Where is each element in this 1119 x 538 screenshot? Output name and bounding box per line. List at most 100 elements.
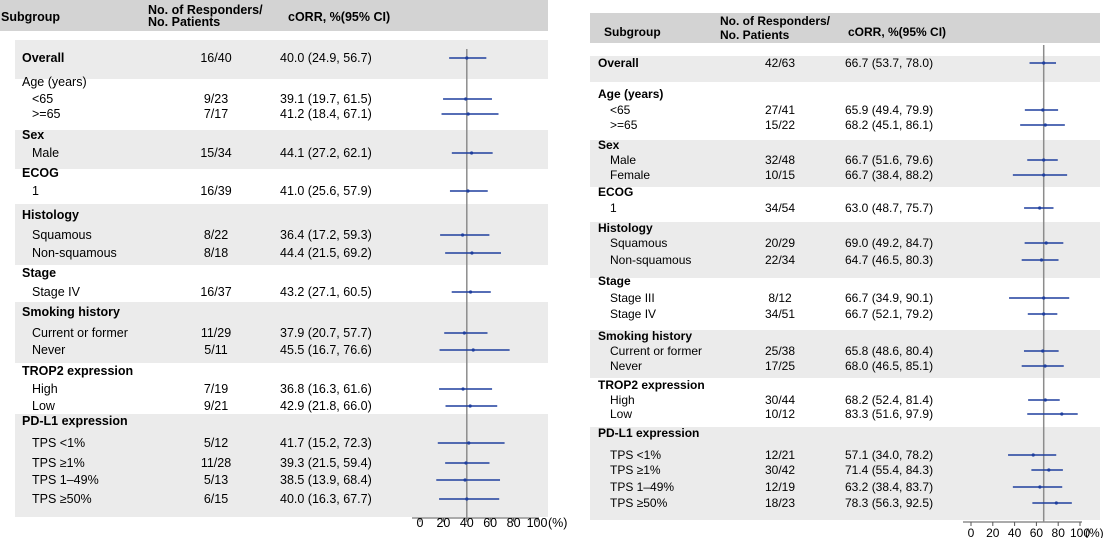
x-tick-label: 100: [1070, 526, 1090, 538]
subgroup-label: Female: [610, 168, 650, 182]
subgroup-header: ECOG: [598, 185, 633, 199]
corr-cell: 41.0 (25.6, 57.9): [280, 184, 372, 198]
subgroup-label: TPS ≥50%: [610, 496, 668, 510]
subgroup-label: TPS ≥1%: [610, 463, 661, 477]
subgroup-label: TPS <1%: [32, 436, 85, 450]
corr-cell: 36.4 (17.2, 59.3): [280, 228, 372, 242]
x-tick-label: 60: [483, 516, 497, 530]
corr-cell: 41.7 (15.2, 72.3): [280, 436, 372, 450]
row-band: [590, 140, 1100, 187]
x-tick-label: 80: [507, 516, 521, 530]
corr-cell: 66.7 (38.4, 88.2): [845, 168, 933, 182]
x-axis-unit: (%): [1085, 526, 1104, 538]
forest-plot-left: Subgroup No. of Responders/No. Patients cO…: [0, 0, 567, 530]
responders-cell: 5/11: [204, 343, 227, 357]
responders-cell: 27/41: [765, 103, 795, 117]
point-estimate: [1039, 258, 1044, 262]
subgroup-label: <65: [610, 103, 631, 117]
subgroup-header: Age (years): [598, 87, 663, 101]
subgroup-header: Overall: [22, 51, 64, 65]
corr-cell: 69.0 (49.2, 84.7): [845, 236, 933, 250]
responders-cell: 12/19: [765, 480, 795, 494]
subgroup-header: Stage: [598, 274, 631, 288]
responders-cell: 10/15: [765, 168, 795, 182]
corr-cell: 42.9 (21.8, 66.0): [280, 399, 372, 413]
point-estimate: [464, 97, 468, 101]
responders-cell: 11/29: [201, 326, 231, 340]
row-band: [590, 330, 1100, 378]
x-tick-label: 60: [1030, 526, 1044, 538]
point-estimate: [1042, 61, 1046, 65]
responders-cell: 10/12: [765, 407, 795, 421]
point-estimate: [467, 441, 471, 445]
row-band: [590, 427, 1100, 520]
responders-cell: 8/18: [204, 246, 228, 260]
subgroup-header: Age (years): [22, 75, 87, 89]
responders-cell: 15/34: [200, 146, 231, 160]
responders-cell: 12/21: [765, 448, 795, 462]
subgroup-header: Histology: [22, 208, 79, 222]
point-estimate: [1047, 468, 1051, 472]
subgroup-label: Never: [32, 343, 65, 357]
responders-cell: 30/42: [765, 463, 795, 477]
responders-cell: 6/15: [204, 492, 228, 506]
responders-cell: 20/29: [765, 236, 795, 250]
point-estimate: [470, 251, 474, 255]
corr-cell: 38.5 (13.9, 68.4): [280, 473, 372, 487]
column-header-subgroup: Subgroup: [604, 25, 661, 39]
subgroup-header: PD-L1 expression: [22, 414, 128, 428]
responders-cell: 34/54: [765, 201, 795, 215]
corr-cell: 63.2 (38.4, 83.7): [845, 480, 933, 494]
responders-cell: 16/39: [200, 184, 231, 198]
corr-cell: 66.7 (53.7, 78.0): [845, 56, 933, 70]
corr-cell: 68.0 (46.5, 85.1): [845, 359, 933, 373]
x-tick-label: 40: [1008, 526, 1022, 538]
corr-cell: 45.5 (16.7, 76.6): [280, 343, 372, 357]
subgroup-header: ECOG: [22, 166, 59, 180]
corr-cell: 66.7 (52.1, 79.2): [845, 307, 933, 321]
subgroup-label: Never: [610, 359, 642, 373]
responders-cell: 5/13: [204, 473, 228, 487]
responders-cell: 34/51: [765, 307, 795, 321]
subgroup-label: Stage IV: [32, 285, 81, 299]
subgroup-label: High: [32, 382, 58, 396]
row-band: [590, 56, 1100, 82]
point-estimate: [1031, 453, 1035, 457]
subgroup-label: TPS 1–49%: [32, 473, 99, 487]
x-tick-label: 0: [417, 516, 424, 530]
responders-cell: 25/38: [765, 344, 795, 358]
subgroup-header: PD-L1 expression: [598, 426, 699, 440]
corr-cell: 66.7 (51.6, 79.6): [845, 153, 933, 167]
subgroup-label: Squamous: [32, 228, 92, 242]
corr-cell: 44.1 (27.2, 62.1): [280, 146, 372, 160]
subgroup-label: TPS <1%: [610, 448, 661, 462]
point-estimate: [1042, 173, 1046, 177]
point-estimate: [464, 461, 468, 465]
corr-cell: 71.4 (55.4, 84.3): [845, 463, 933, 477]
point-estimate: [466, 189, 470, 193]
point-estimate: [460, 233, 465, 237]
point-estimate: [1043, 398, 1047, 402]
corr-cell: 83.3 (51.6, 97.9): [845, 407, 933, 421]
corr-cell: 64.7 (46.5, 80.3): [845, 253, 933, 267]
responders-cell: 9/21: [204, 399, 228, 413]
corr-cell: 68.2 (45.1, 86.1): [845, 118, 933, 132]
corr-cell: 66.7 (34.9, 90.1): [845, 291, 933, 305]
subgroup-label: Current or former: [610, 344, 702, 358]
subgroup-label: 1: [610, 201, 617, 215]
point-estimate: [1041, 108, 1045, 112]
point-estimate: [1042, 158, 1046, 162]
subgroup-label: Stage III: [610, 291, 655, 305]
subgroup-label: Low: [610, 407, 632, 421]
x-tick-label: 20: [436, 516, 450, 530]
responders-cell: 16/40: [200, 51, 231, 65]
subgroup-label: TPS ≥1%: [32, 456, 85, 470]
column-header-responders-line1: No. of Responders/: [720, 14, 831, 28]
point-estimate: [465, 56, 469, 60]
point-estimate: [1043, 364, 1047, 368]
header-bar: [0, 0, 548, 31]
corr-cell: 43.2 (27.1, 60.5): [280, 285, 372, 299]
column-header-corr: cORR, %(95% CI): [288, 10, 390, 24]
point-estimate: [466, 112, 470, 116]
point-estimate: [1054, 501, 1058, 505]
